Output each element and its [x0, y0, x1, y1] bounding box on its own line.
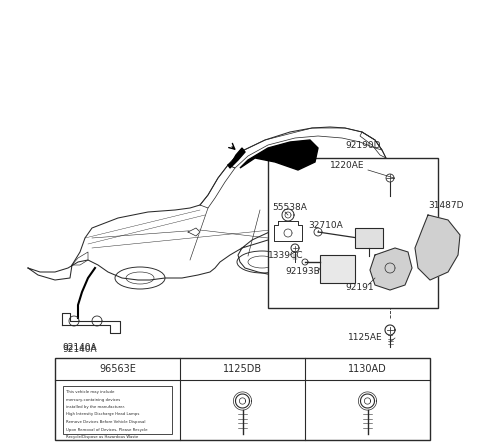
Text: 1125AE: 1125AE	[348, 334, 383, 343]
Text: 1130AD: 1130AD	[348, 364, 387, 374]
Text: installed by the manufacturer.: installed by the manufacturer.	[66, 405, 125, 409]
Text: 31487D: 31487D	[428, 201, 464, 210]
Text: 92140A: 92140A	[63, 343, 97, 352]
Polygon shape	[240, 140, 318, 170]
Bar	[63, 386, 172, 434]
Text: 1220AE: 1220AE	[330, 161, 364, 169]
Text: 92193B: 92193B	[285, 268, 320, 277]
Polygon shape	[274, 221, 302, 241]
Text: 92191: 92191	[345, 284, 373, 293]
Text: 1125DB: 1125DB	[223, 364, 262, 374]
Bar	[55, 358, 430, 440]
Text: 92140A: 92140A	[63, 345, 97, 354]
Text: Recycle/Dispose as Hazardous Waste: Recycle/Dispose as Hazardous Waste	[66, 435, 138, 439]
Text: 55538A: 55538A	[272, 203, 307, 212]
Text: High Intensity Discharge Head Lamps: High Intensity Discharge Head Lamps	[66, 413, 139, 417]
Polygon shape	[228, 148, 245, 168]
Text: 96563E: 96563E	[99, 364, 136, 374]
Polygon shape	[415, 215, 460, 280]
Text: Remove Devices Before Vehicle Disposal: Remove Devices Before Vehicle Disposal	[66, 420, 145, 424]
Bar	[320, 255, 355, 283]
Text: This vehicle may include: This vehicle may include	[66, 390, 114, 394]
Text: 1339CC: 1339CC	[268, 251, 303, 260]
Bar	[268, 158, 438, 308]
Polygon shape	[370, 248, 412, 290]
Text: 92190D: 92190D	[345, 140, 381, 149]
Text: mercury-containing devices: mercury-containing devices	[66, 397, 120, 401]
Text: Upon Removal of Devices, Please Recycle: Upon Removal of Devices, Please Recycle	[66, 428, 147, 431]
Polygon shape	[188, 228, 200, 236]
Bar	[355, 228, 383, 248]
Polygon shape	[62, 313, 120, 333]
Text: 32710A: 32710A	[308, 220, 343, 230]
